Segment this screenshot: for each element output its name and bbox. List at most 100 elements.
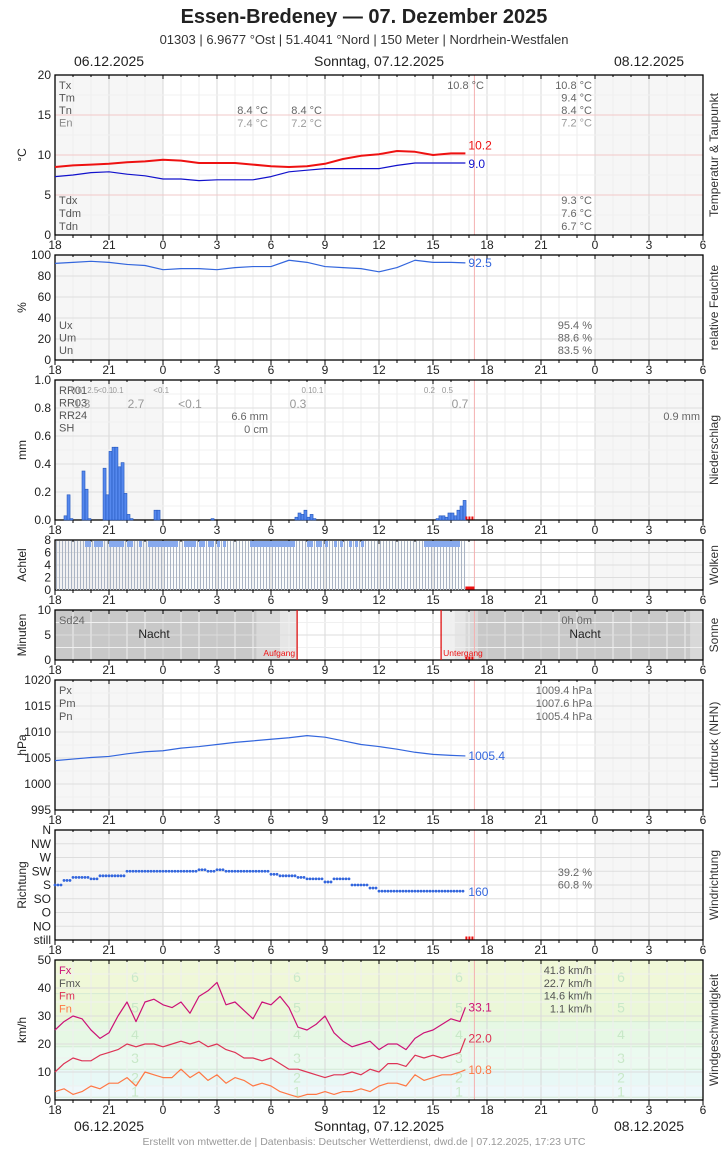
svg-text:3: 3 xyxy=(646,943,653,957)
svg-text:RR24: RR24 xyxy=(59,410,87,422)
svg-text:21: 21 xyxy=(102,523,116,537)
svg-text:21: 21 xyxy=(534,663,548,677)
svg-text:0: 0 xyxy=(160,593,167,607)
svg-text:6: 6 xyxy=(44,546,51,560)
svg-text:NW: NW xyxy=(31,837,52,851)
svg-text:15: 15 xyxy=(426,593,440,607)
svg-text:60: 60 xyxy=(38,290,52,304)
svg-text:20: 20 xyxy=(38,332,52,346)
svg-text:4: 4 xyxy=(455,1026,463,1042)
svg-text:8.4 °C: 8.4 °C xyxy=(237,105,268,117)
svg-text:1.3: 1.3 xyxy=(74,397,91,411)
svg-text:Tdn: Tdn xyxy=(59,221,78,233)
svg-text:NO: NO xyxy=(33,919,51,933)
svg-text:3: 3 xyxy=(214,593,221,607)
svg-text:88.6 %: 88.6 % xyxy=(558,333,592,345)
svg-text:3: 3 xyxy=(214,523,221,537)
date-right-bottom: 08.12.2025 xyxy=(614,1118,685,1134)
svg-text:2: 2 xyxy=(617,1070,625,1086)
svg-text:4: 4 xyxy=(131,1026,139,1042)
svg-text:0.2: 0.2 xyxy=(34,485,51,499)
svg-text:Windrichtung: Windrichtung xyxy=(707,850,721,920)
svg-text:2: 2 xyxy=(44,571,51,585)
svg-text:RR01: RR01 xyxy=(59,385,87,397)
svg-text:160: 160 xyxy=(468,885,488,899)
svg-text:1.0: 1.0 xyxy=(34,373,51,387)
svg-text:10.8 °C: 10.8 °C xyxy=(447,80,484,92)
svg-text:18: 18 xyxy=(480,593,494,607)
svg-text:0.7: 0.7 xyxy=(452,397,469,411)
svg-text:O: O xyxy=(42,906,51,920)
svg-text:Luftdruck (NHN): Luftdruck (NHN) xyxy=(707,702,721,789)
svg-text:18: 18 xyxy=(48,593,62,607)
svg-text:Aufgang: Aufgang xyxy=(263,648,295,658)
svg-text:21: 21 xyxy=(534,523,548,537)
svg-text:6: 6 xyxy=(617,969,625,985)
svg-text:7.2 °C: 7.2 °C xyxy=(291,118,322,130)
svg-text:Um: Um xyxy=(59,333,76,345)
svg-text:9: 9 xyxy=(322,523,329,537)
svg-text:20: 20 xyxy=(38,68,52,82)
svg-text:6: 6 xyxy=(700,663,707,677)
svg-text:5: 5 xyxy=(44,188,51,202)
svg-text:0: 0 xyxy=(44,228,51,242)
svg-text:15: 15 xyxy=(426,663,440,677)
svg-text:9: 9 xyxy=(322,363,329,377)
svg-text:12: 12 xyxy=(372,523,386,537)
svg-text:0.6: 0.6 xyxy=(34,429,51,443)
svg-text:SH: SH xyxy=(59,423,74,435)
svg-text:18: 18 xyxy=(480,238,494,252)
svg-text:Un: Un xyxy=(59,345,73,357)
svg-text:21: 21 xyxy=(534,363,548,377)
svg-text:21: 21 xyxy=(534,238,548,252)
svg-text:mm: mm xyxy=(15,440,29,460)
svg-text:3: 3 xyxy=(646,523,653,537)
svg-text:5: 5 xyxy=(131,1000,139,1016)
svg-text:9.3 °C: 9.3 °C xyxy=(561,195,592,207)
svg-text:3: 3 xyxy=(214,813,221,827)
svg-text:22.0: 22.0 xyxy=(468,1031,492,1045)
svg-text:Untergang: Untergang xyxy=(443,648,483,658)
svg-text:5: 5 xyxy=(44,628,51,642)
svg-text:50: 50 xyxy=(38,953,52,967)
svg-text:Minuten: Minuten xyxy=(15,614,29,657)
svg-text:6: 6 xyxy=(700,1103,707,1117)
svg-text:6: 6 xyxy=(700,523,707,537)
svg-text:1009.4 hPa: 1009.4 hPa xyxy=(536,685,593,697)
svg-text:Wolken: Wolken xyxy=(707,545,721,585)
svg-text:Temperatur & Taupunkt: Temperatur & Taupunkt xyxy=(707,92,721,217)
svg-text:S: S xyxy=(43,878,51,892)
chart-sonne: 0 5 10 Minuten Sonne 18 21 0 3 6 9 12 15 18 21 0 3 6 Aufga… xyxy=(15,603,721,677)
svg-text:12: 12 xyxy=(372,593,386,607)
svg-text:1015: 1015 xyxy=(24,699,51,713)
svg-text:10.8: 10.8 xyxy=(468,1063,492,1077)
svg-text:relative Feuchte: relative Feuchte xyxy=(707,264,721,350)
svg-text:6: 6 xyxy=(293,969,301,985)
svg-text:40: 40 xyxy=(38,311,52,325)
svg-text:95.4 %: 95.4 % xyxy=(558,320,592,332)
svg-text:7.6 °C: 7.6 °C xyxy=(561,208,592,220)
svg-text:Nacht: Nacht xyxy=(569,627,601,641)
svg-text:18: 18 xyxy=(48,813,62,827)
station-info: 01303 | 6.9677 °Ost | 51.4041 °Nord | 15… xyxy=(159,32,569,47)
svg-text:6: 6 xyxy=(268,1103,275,1117)
svg-text:0: 0 xyxy=(160,663,167,677)
svg-text:0.2: 0.2 xyxy=(424,386,436,395)
svg-text:8: 8 xyxy=(44,533,51,547)
svg-text:15: 15 xyxy=(38,108,52,122)
svg-text:9.0: 9.0 xyxy=(468,157,485,171)
svg-text:12: 12 xyxy=(372,238,386,252)
svg-text:18: 18 xyxy=(480,943,494,957)
svg-text:41.8 km/h: 41.8 km/h xyxy=(544,965,592,977)
svg-text:12: 12 xyxy=(372,813,386,827)
svg-text:9: 9 xyxy=(322,1103,329,1117)
svg-text:Tx: Tx xyxy=(59,80,72,92)
date-left-bottom: 06.12.2025 xyxy=(74,1118,145,1134)
svg-text:Tdx: Tdx xyxy=(59,195,78,207)
svg-text:hPa: hPa xyxy=(15,734,29,756)
svg-text:0: 0 xyxy=(592,238,599,252)
svg-text:1020: 1020 xyxy=(24,673,51,687)
svg-text:9: 9 xyxy=(322,593,329,607)
svg-text:0 cm: 0 cm xyxy=(244,424,268,436)
